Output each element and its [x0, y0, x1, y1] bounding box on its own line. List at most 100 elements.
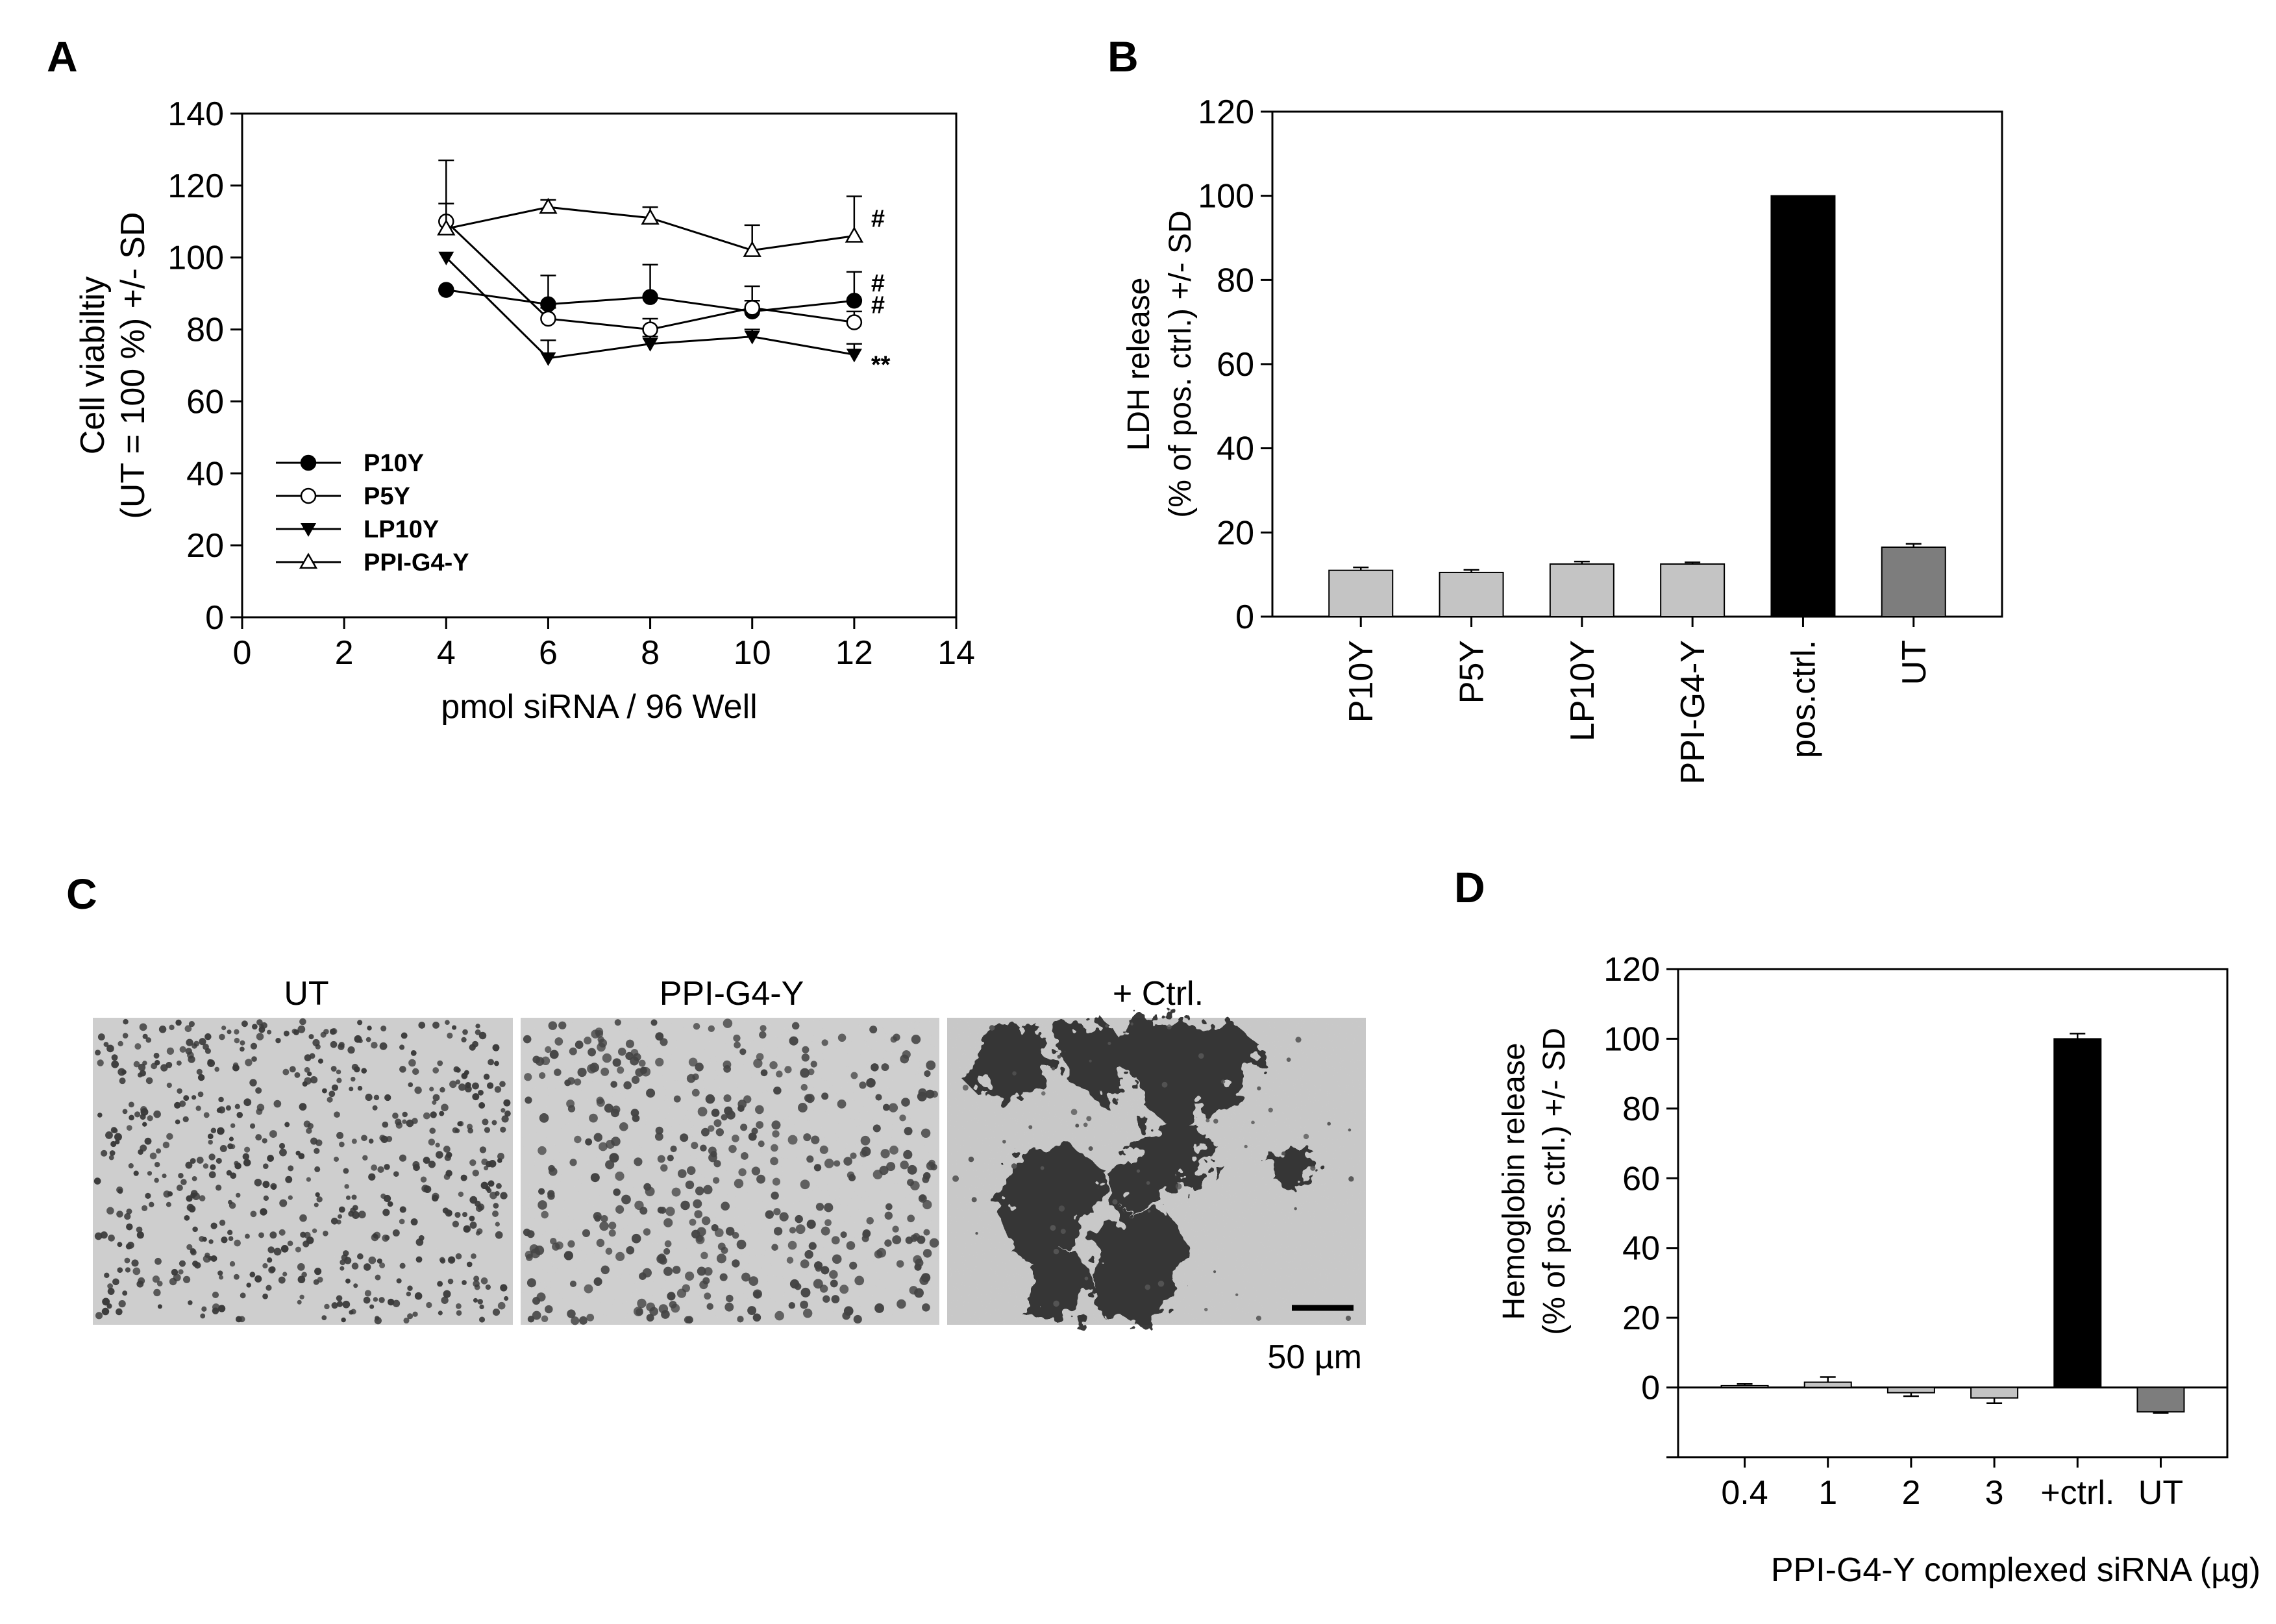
cell-dot — [342, 1300, 351, 1309]
micrograph-label-ut: UT — [284, 975, 328, 1013]
cell-dot — [751, 1127, 758, 1135]
cell-dot — [633, 1053, 641, 1061]
panel-a-x-axis: 0 2 4 6 8 10 12 14 — [233, 617, 975, 672]
cell-dot — [600, 1265, 610, 1275]
micrograph-ut — [93, 1018, 513, 1325]
cell-dot — [821, 1226, 830, 1236]
cell-dot — [1327, 1122, 1331, 1126]
cell-dot — [801, 1053, 810, 1062]
cell-dot — [850, 1152, 857, 1159]
cell-dot — [129, 1114, 134, 1121]
panel-b-y-tick-label: 80 — [1217, 262, 1254, 299]
cell-dot — [971, 1197, 977, 1203]
data-point-lp10y — [438, 251, 454, 265]
cell-dot — [488, 1059, 495, 1066]
cell-dot — [306, 1177, 311, 1182]
cell-dot — [599, 1221, 609, 1231]
cell-dot — [590, 1173, 600, 1183]
cell-dot — [210, 1222, 217, 1229]
cell-dot — [524, 1073, 532, 1081]
cell-dot — [106, 1207, 114, 1215]
cell-dot — [279, 1148, 287, 1157]
cell-dot — [917, 1091, 927, 1101]
cell-dot — [656, 1254, 666, 1264]
cell-dot — [769, 1061, 778, 1070]
cell-dot — [142, 1205, 148, 1211]
panel-a-x-tick-label: 8 — [641, 634, 660, 672]
panel-d-bar — [1886, 1386, 1935, 1394]
cell-dot — [497, 1301, 506, 1310]
cell-dot — [477, 1299, 483, 1305]
cell-dot — [1012, 1071, 1017, 1076]
cell-dot — [282, 1068, 290, 1076]
cell-dot — [558, 1021, 567, 1029]
cell-dot — [378, 1297, 385, 1303]
cell-dot — [363, 1263, 371, 1271]
cell-dot — [724, 1302, 734, 1312]
cell-dot — [315, 1139, 323, 1146]
cell-dot — [632, 1114, 640, 1122]
panel-d-x-tick-label: 3 — [1985, 1474, 2004, 1512]
cell-dot — [968, 1156, 974, 1163]
cell-dot — [185, 1161, 193, 1169]
cell-dot — [631, 1076, 640, 1085]
cell-dot — [665, 1207, 675, 1216]
cell-dot — [180, 1179, 187, 1185]
cell-dot — [236, 1111, 243, 1118]
cell-dot — [445, 1020, 450, 1026]
cell-dot — [255, 1134, 262, 1141]
cell-dot — [245, 1233, 250, 1239]
cell-dot — [447, 1032, 453, 1039]
cell-dot — [461, 1037, 467, 1043]
cell-dot — [605, 1248, 613, 1255]
cell-dot — [249, 1123, 256, 1129]
cell-dot — [379, 1135, 386, 1141]
cell-dot — [447, 1278, 454, 1285]
cell-dot — [732, 1231, 739, 1239]
cell-dot — [569, 1159, 577, 1166]
cell-dot — [368, 1256, 377, 1264]
micrograph-label-ppi-g4-y: PPI-G4-Y — [660, 975, 804, 1013]
panel-b-x-tick-label: PPI-G4-Y — [1674, 640, 1712, 785]
cell-dot — [352, 1211, 360, 1219]
cell-dot — [663, 1248, 671, 1255]
cell-dot — [702, 1277, 710, 1285]
cell-dot — [645, 1187, 655, 1197]
cell-dot — [94, 1232, 103, 1240]
cell-dot — [584, 1037, 592, 1045]
cell-dot — [175, 1019, 182, 1026]
cell-dot — [837, 1033, 847, 1042]
cell-dot — [279, 1199, 288, 1207]
cell-dot — [106, 1044, 114, 1053]
cell-dot — [593, 1212, 602, 1221]
cell-dot — [646, 1302, 656, 1312]
cell-dot — [267, 1257, 273, 1263]
cell-dot — [617, 1066, 625, 1074]
cell-dot — [136, 1226, 143, 1233]
cell-dot — [771, 1120, 781, 1130]
cell-dot — [732, 1135, 739, 1142]
cell-dot — [752, 1313, 761, 1322]
cell-dot — [1144, 1284, 1151, 1290]
cell-dot — [708, 1125, 715, 1132]
cell-dot — [426, 1301, 432, 1309]
cell-dot — [813, 1164, 822, 1172]
cell-dot — [349, 1087, 354, 1092]
cell-dot — [303, 1120, 311, 1128]
panel-a-y-tick-label: 140 — [167, 95, 224, 133]
cell-dot — [706, 1303, 713, 1310]
cell-dot — [196, 1157, 204, 1164]
cell-dot — [861, 1146, 871, 1157]
cell-dot — [408, 1082, 414, 1087]
cell-dot — [284, 1122, 290, 1127]
cell-dot — [585, 1138, 593, 1146]
cell-dot — [403, 1317, 410, 1324]
cell-dot — [418, 1235, 425, 1241]
panel-d-y-tick-label: 20 — [1622, 1299, 1660, 1337]
cell-dot — [1075, 1124, 1080, 1128]
cell-dot — [901, 1098, 910, 1107]
cell-dot — [694, 1210, 703, 1218]
cell-dot — [138, 1063, 146, 1072]
panel-letter-c: C — [66, 870, 97, 918]
cell-dot — [473, 1275, 480, 1282]
